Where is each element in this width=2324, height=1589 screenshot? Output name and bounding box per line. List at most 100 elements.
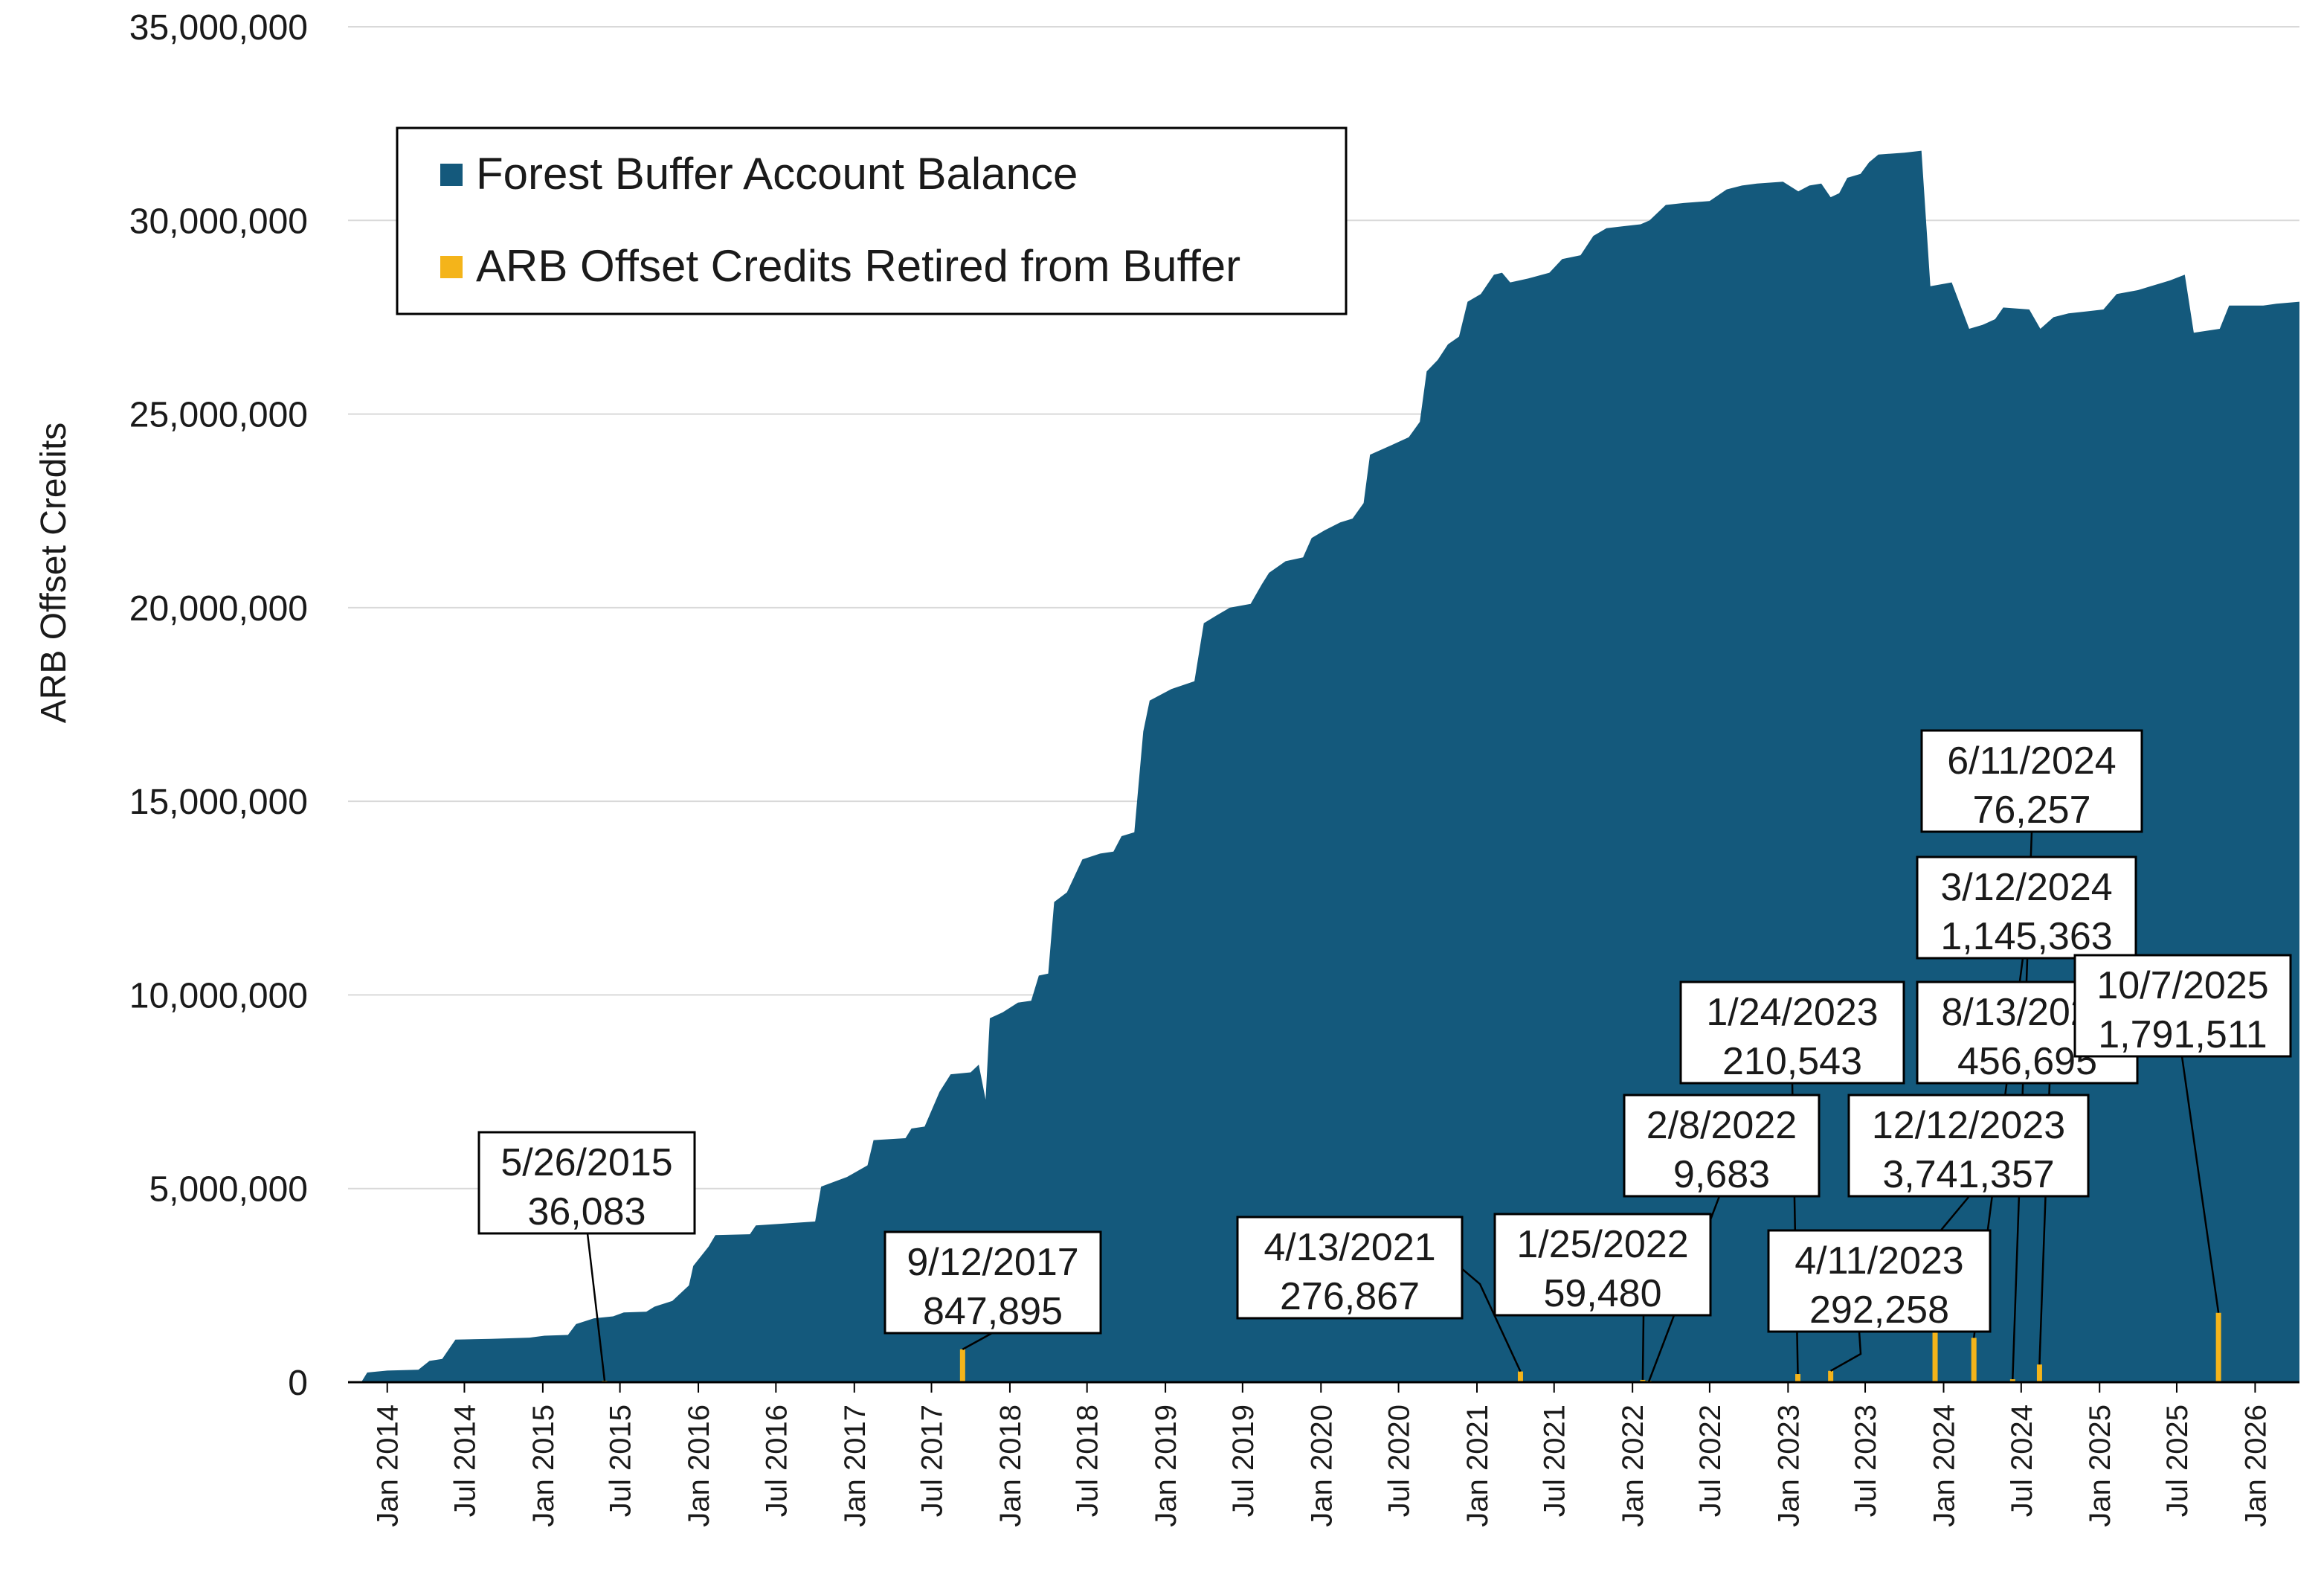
- retired-bar: [2009, 1379, 2015, 1382]
- x-tick-label: Jul 2018: [1072, 1405, 1104, 1517]
- callout-box: [1493, 1213, 1712, 1317]
- callout-box: [1916, 856, 2137, 960]
- callout-date: 5/26/2015: [500, 1141, 672, 1184]
- callout-leader: [962, 1332, 993, 1350]
- x-tick-label: Jul 2023: [1850, 1405, 1882, 1517]
- callout-date: 12/12/2023: [1872, 1104, 2065, 1147]
- y-tick-label: 10,000,000: [129, 976, 308, 1015]
- y-tick-label: 35,000,000: [129, 8, 308, 48]
- legend-label-retired: ARB Offset Credits Retired from Buffer: [476, 241, 1240, 291]
- callout-date: 4/13/2021: [1264, 1226, 1435, 1269]
- x-tick-label: Jul 2022: [1694, 1405, 1727, 1517]
- x-tick-label: Jul 2024: [2006, 1405, 2038, 1517]
- callout-box: [1679, 980, 1905, 1085]
- callout-value: 1,791,511: [2098, 1013, 2267, 1056]
- x-tick-label: Jan 2024: [1928, 1405, 1961, 1527]
- retired-bar: [1828, 1370, 1834, 1382]
- x-tick-label: Jul 2016: [760, 1405, 793, 1517]
- callout-box: [1847, 1094, 2090, 1198]
- callout-date: 2/8/2022: [1647, 1104, 1797, 1147]
- retired-bar: [1971, 1338, 1977, 1382]
- callout-box: [477, 1131, 696, 1235]
- x-tick-label: Jul 2017: [916, 1405, 949, 1517]
- x-tick-label: Jan 2020: [1305, 1405, 1338, 1527]
- x-tick-label: Jan 2025: [2084, 1405, 2117, 1527]
- callout-date: 3/12/2024: [1940, 866, 2112, 909]
- callout-date: 10/7/2025: [2096, 964, 2268, 1007]
- y-tick-label: 5,000,000: [149, 1170, 308, 1210]
- retired-bar: [1517, 1371, 1523, 1382]
- callout-value: 76,257: [1972, 789, 2090, 832]
- callout-leader: [1829, 1331, 1862, 1372]
- callouts: 5/26/2015 36,083 9/12/2017 847,895 4/13/2021…: [477, 729, 2292, 1335]
- x-tick-label: Jul 2025: [2161, 1405, 2194, 1517]
- callout: 1/24/2023 210,543: [1679, 980, 1905, 1085]
- callout-box: [1767, 1229, 1992, 1333]
- x-tick-label: Jul 2020: [1383, 1405, 1416, 1517]
- x-tick-label: Jan 2023: [1772, 1405, 1805, 1527]
- callout-date: 9/12/2017: [907, 1241, 1078, 1284]
- x-tick-label: Jan 2019: [1150, 1405, 1182, 1527]
- callout-leader: [1460, 1267, 1522, 1373]
- x-tick-label: Jan 2014: [372, 1405, 405, 1527]
- callout-value: 3,741,357: [1882, 1153, 2054, 1196]
- callout-box: [1623, 1094, 1821, 1198]
- callout-value: 276,867: [1280, 1275, 1420, 1318]
- callout: 10/7/2025 1,791,511: [2073, 954, 2292, 1058]
- x-tick-label: Jan 2022: [1617, 1405, 1649, 1527]
- callout: 4/13/2021 276,867: [1236, 1216, 1464, 1320]
- x-tick-label: Jul 2014: [448, 1405, 481, 1517]
- x-tick-label: Jul 2019: [1227, 1405, 1260, 1517]
- callout-box: [1920, 729, 2143, 833]
- x-tick-label: Jan 2026: [2239, 1405, 2272, 1527]
- x-tick-label: Jan 2015: [527, 1405, 560, 1527]
- x-tick-label: Jan 2016: [683, 1405, 715, 1527]
- callout-leader: [2180, 1056, 2220, 1313]
- callout-value: 59,480: [1543, 1272, 1661, 1315]
- callout: 4/11/2023 292,258: [1767, 1229, 1992, 1333]
- y-tick-label: 30,000,000: [129, 202, 308, 241]
- callout: 3/12/2024 1,145,363: [1916, 856, 2137, 960]
- x-tick-label: Jul 2021: [1539, 1405, 1571, 1517]
- x-tick-label: Jan 2018: [994, 1405, 1027, 1527]
- y-tick-label: 20,000,000: [129, 589, 308, 629]
- callout-box: [883, 1230, 1102, 1335]
- retired-bar: [1795, 1374, 1801, 1382]
- callout-date: 4/11/2023: [1794, 1239, 1963, 1283]
- y-tick-label: 0: [288, 1364, 308, 1403]
- callout-value: 9,683: [1673, 1153, 1770, 1196]
- x-tick-label: Jan 2017: [839, 1405, 872, 1527]
- retired-bar: [2215, 1312, 2221, 1382]
- retired-bar: [2036, 1364, 2042, 1382]
- callout: 9/12/2017 847,895: [883, 1230, 1102, 1335]
- y-tick-label: 15,000,000: [129, 783, 308, 822]
- legend: Forest Buffer Account Balance ARB Offset…: [396, 126, 1348, 315]
- callout: 2/8/2022 9,683: [1623, 1094, 1821, 1198]
- callout-value: 292,258: [1809, 1288, 1949, 1332]
- callout: 5/26/2015 36,083: [477, 1131, 696, 1235]
- callout-value: 847,895: [923, 1290, 1063, 1333]
- callout-value: 210,543: [1722, 1040, 1862, 1083]
- callout-box: [2073, 954, 2292, 1058]
- retired-bar: [959, 1349, 965, 1382]
- y-axis-title: ARB Offset Credits: [34, 423, 74, 724]
- legend-swatch-balance: [440, 164, 463, 186]
- callout-date: 1/24/2023: [1706, 991, 1878, 1034]
- callout: 12/12/2023 3,741,357: [1847, 1094, 2090, 1198]
- callout-leader: [1641, 1314, 1645, 1380]
- retired-bar: [1640, 1379, 1646, 1382]
- x-tick-label: Jan 2021: [1461, 1405, 1494, 1527]
- callout-box: [1236, 1216, 1464, 1320]
- callout: 1/25/2022 59,480: [1493, 1213, 1712, 1317]
- legend-box: [396, 126, 1348, 315]
- callout-value: 1,145,363: [1940, 915, 2112, 958]
- y-tick-label: 25,000,000: [129, 396, 308, 435]
- x-tick-label: Jul 2015: [605, 1405, 637, 1517]
- callout-date: 6/11/2024: [1947, 739, 2116, 783]
- callout: 6/11/2024 76,257: [1920, 729, 2143, 833]
- legend-swatch-retired: [440, 256, 463, 278]
- legend-label-balance: Forest Buffer Account Balance: [476, 149, 1078, 199]
